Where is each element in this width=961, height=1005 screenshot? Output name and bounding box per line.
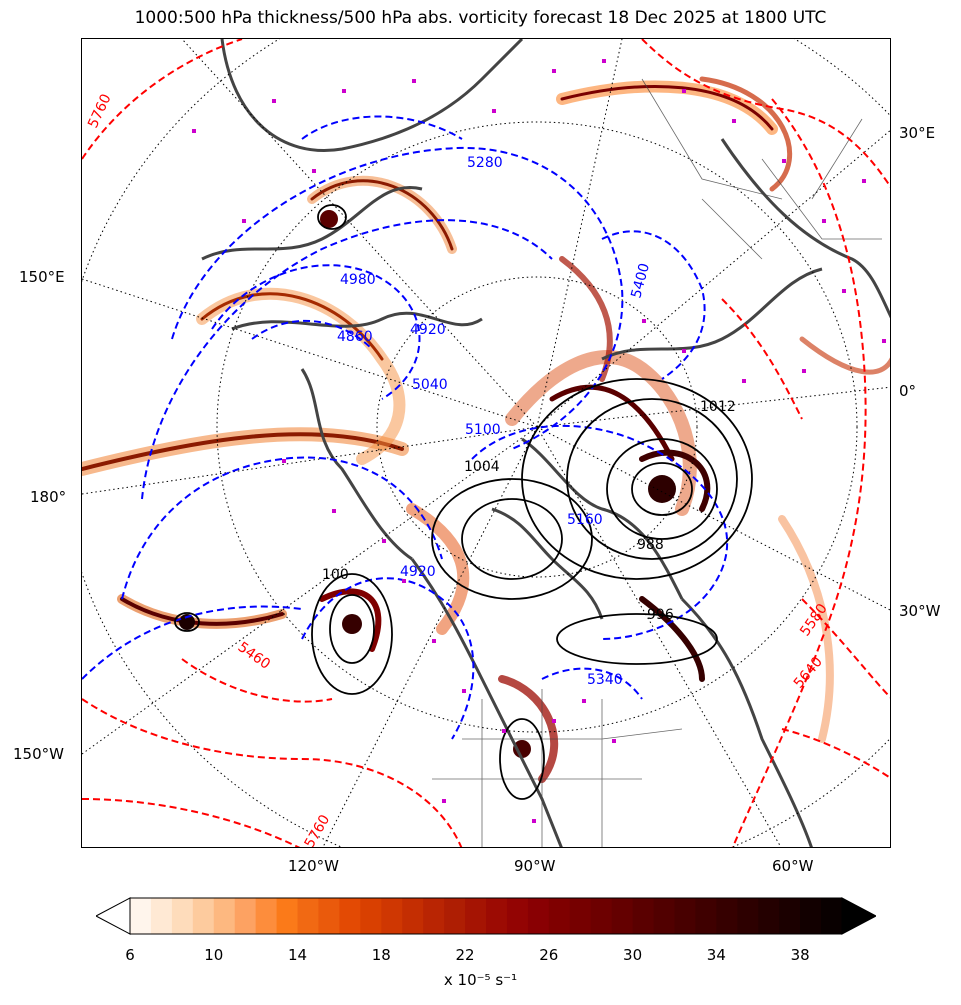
label-1000: 100 — [322, 567, 349, 583]
colorbar-min-extend — [96, 897, 131, 935]
colorbar-cell — [527, 898, 550, 934]
label-5400: 5400 — [628, 261, 653, 300]
colorbar-cell — [255, 898, 278, 934]
colorbar-cell — [150, 898, 173, 934]
graticule — [82, 39, 890, 847]
colorbar-cell — [506, 898, 529, 934]
colorbar-cell — [465, 898, 487, 934]
colorbar-cell — [130, 898, 152, 934]
colorbar-cell — [590, 898, 613, 934]
lon-label-60w: 60°W — [772, 857, 814, 875]
colorbar-cell — [758, 898, 780, 934]
colorbar — [96, 897, 876, 935]
label-4920-b: 4920 — [400, 564, 436, 580]
colorbar-label: x 10⁻⁵ s⁻¹ — [443, 971, 518, 989]
colorbar-cell — [548, 898, 571, 934]
colorbar-tick-label: 34 — [706, 946, 726, 964]
colorbar-cell — [653, 898, 676, 934]
station-markers — [192, 59, 886, 823]
label-1004: 1004 — [464, 459, 500, 475]
label-5100: 5100 — [465, 422, 501, 438]
colorbar-tick-label: 10 — [204, 946, 224, 964]
label-4920: 4920 — [410, 322, 446, 338]
colorbar-cell — [318, 898, 341, 934]
thickness-contours-cold — [82, 115, 728, 740]
label-1012: 1012 — [700, 399, 736, 415]
label-5280: 5280 — [467, 155, 503, 171]
colorbar-cell — [339, 898, 361, 934]
coastlines — [201, 39, 890, 847]
colorbar-tick-label: 18 — [371, 946, 391, 964]
thickness-labels-warm: 5760 5760 5460 5580 5640 — [85, 92, 831, 848]
label-5040: 5040 — [412, 377, 448, 393]
lon-label-90w: 90°W — [514, 857, 556, 875]
thickness-labels-cold: 4860 4920 4920 4980 5040 5100 5160 5280 … — [337, 155, 653, 688]
lon-label-150w: 150°W — [13, 745, 64, 763]
colorbar-cell — [779, 898, 801, 934]
colorbar-cell — [360, 898, 382, 934]
label-996: 996 — [647, 607, 674, 623]
colorbar-cell — [695, 898, 717, 934]
colorbar-tick-label: 26 — [539, 946, 559, 964]
colorbar-tick-label: 6 — [125, 946, 135, 964]
colorbar-cell — [381, 898, 403, 934]
colorbar-cell — [569, 898, 592, 934]
colorbar-max-extend — [841, 897, 876, 935]
chart-title: 1000:500 hPa thickness/500 hPa abs. vort… — [134, 8, 827, 28]
colorbar-cell — [800, 898, 822, 934]
map-canvas: 4860 4920 4920 4980 5040 5100 5160 5280 … — [82, 39, 890, 848]
colorbar-cell — [297, 898, 320, 934]
colorbar-cell — [444, 898, 466, 934]
colorbar-cell — [402, 898, 424, 934]
colorbar-cell — [423, 898, 445, 934]
lon-label-30w: 30°W — [899, 602, 941, 620]
colorbar-tick-label: 38 — [790, 946, 810, 964]
pressure-contours — [174, 204, 753, 800]
colorbar-cells — [130, 898, 843, 934]
vorticity-field — [82, 76, 890, 783]
label-4860: 4860 — [337, 329, 373, 345]
lon-label-30e: 30°E — [899, 124, 936, 142]
label-5160: 5160 — [567, 512, 603, 528]
label-5340: 5340 — [587, 672, 623, 688]
colorbar-cell — [716, 898, 738, 934]
label-5760: 5760 — [85, 92, 115, 131]
colorbar-cell — [213, 898, 236, 934]
colorbar-cell — [192, 898, 215, 934]
colorbar-cell — [276, 898, 299, 934]
lon-label-150e: 150°E — [19, 268, 65, 286]
colorbar-cell — [674, 898, 697, 934]
political-borders — [432, 78, 882, 847]
label-5760-b: 5760 — [302, 812, 334, 848]
label-5640: 5640 — [791, 654, 826, 692]
colorbar-tick-label: 14 — [287, 946, 308, 964]
lon-label-120w: 120°W — [288, 857, 339, 875]
pressure-labels: 1004 100 988 996 1012 — [322, 399, 736, 623]
colorbar-cell — [486, 898, 508, 934]
colorbar-tick-label: 30 — [623, 946, 643, 964]
colorbar-cell — [171, 898, 194, 934]
colorbar-cell — [611, 898, 634, 934]
colorbar-cell — [632, 898, 655, 934]
colorbar-cell — [234, 898, 257, 934]
colorbar-cell — [821, 898, 843, 934]
map-panel: 4860 4920 4920 4980 5040 5100 5160 5280 … — [81, 38, 891, 848]
colorbar-outline — [129, 897, 843, 935]
thickness-contours-warm — [82, 39, 890, 847]
colorbar-tick-label: 22 — [455, 946, 475, 964]
label-4980: 4980 — [340, 272, 376, 288]
colorbar-cell — [737, 898, 759, 934]
label-5460: 5460 — [235, 639, 273, 673]
lon-label-0: 0° — [899, 382, 917, 400]
lon-label-180: 180° — [30, 488, 67, 506]
label-988: 988 — [637, 537, 664, 553]
